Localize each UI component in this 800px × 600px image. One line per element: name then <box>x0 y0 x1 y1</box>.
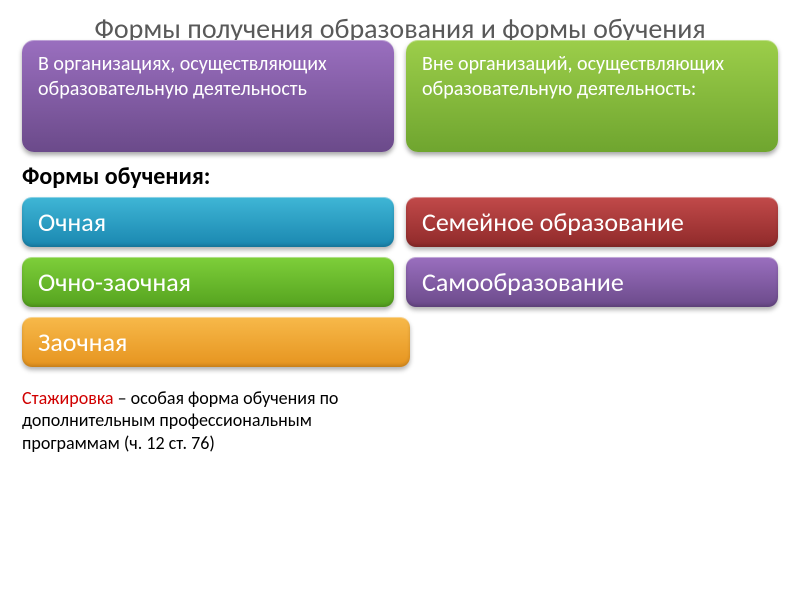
pill-label: Самообразование <box>422 266 624 298</box>
pill-samoobrazovanie: Самообразование <box>406 257 778 307</box>
right-header-box: Вне организаций, осуществляющих образова… <box>406 40 778 152</box>
footnote: Стажировка – особая форма обучения по до… <box>0 367 420 455</box>
forms-subheading: Формы обучения: <box>0 152 800 197</box>
left-header-box: В организациях, осуществляющих образоват… <box>22 40 394 152</box>
pill-ochnaya: Очная <box>22 197 394 247</box>
header-row: В организациях, осуществляющих образоват… <box>0 40 800 152</box>
empty-slot <box>422 317 778 367</box>
pills-row-1: Очная Семейное образование <box>0 197 800 247</box>
footnote-term: Стажировка <box>22 387 114 409</box>
pills-row-3: Заочная <box>0 317 800 367</box>
pill-zaochnaya: Заочная <box>22 317 410 367</box>
pill-label: Очная <box>38 206 106 238</box>
pills-row-2: Очно-заочная Самообразование <box>0 257 800 307</box>
left-header-text: В организациях, осуществляющих образоват… <box>38 52 327 101</box>
pill-label: Заочная <box>38 326 127 358</box>
pill-ochno-zaochnaya: Очно-заочная <box>22 257 394 307</box>
pill-label: Очно-заочная <box>38 266 191 298</box>
pill-semeynoe: Семейное образование <box>406 197 778 247</box>
pill-label: Семейное образование <box>422 206 684 238</box>
right-header-text: Вне организаций, осуществляющих образова… <box>422 52 724 101</box>
